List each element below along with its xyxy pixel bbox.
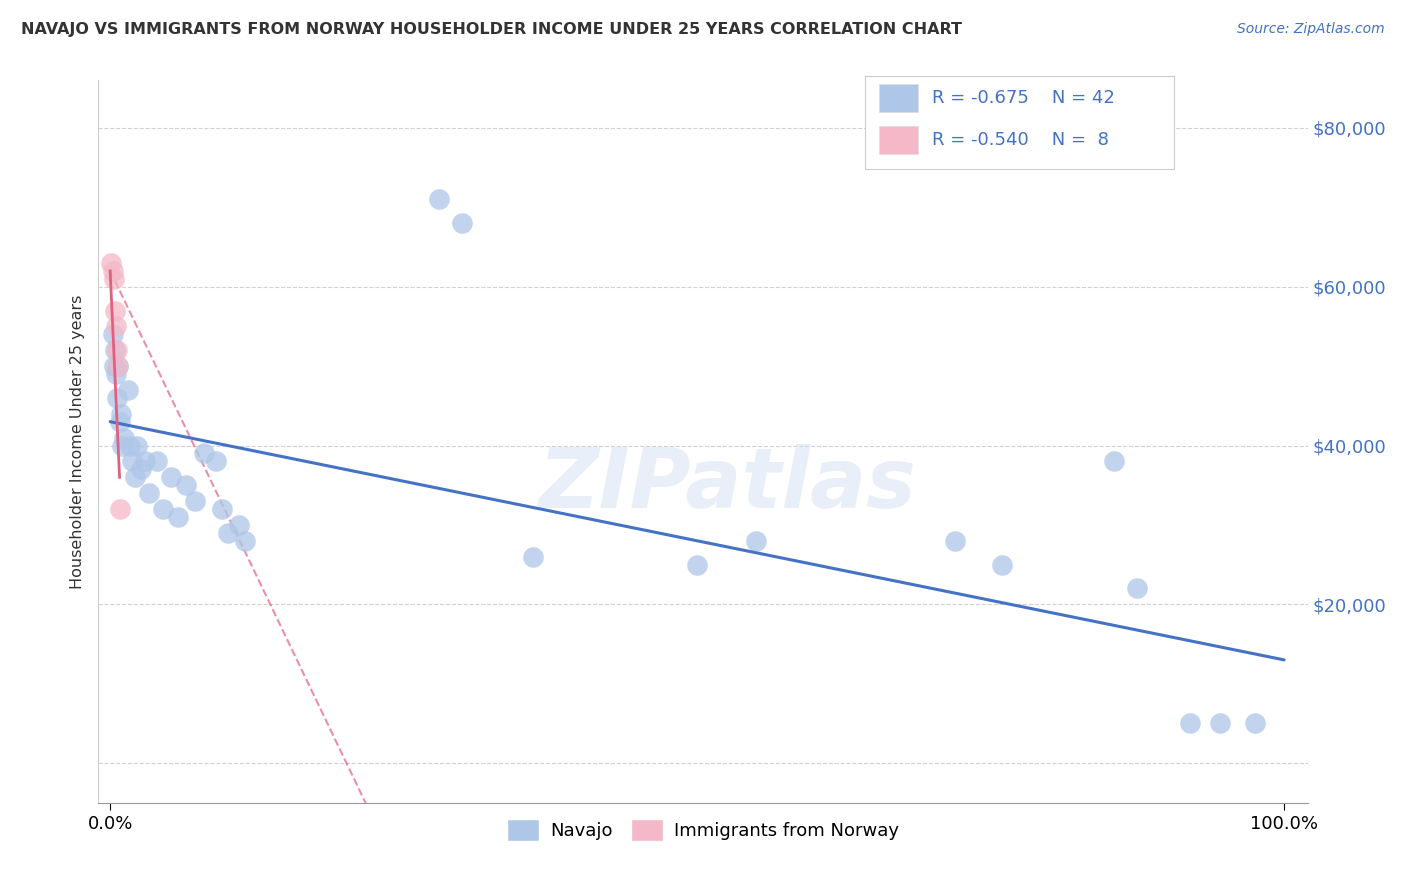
Point	[745, 533, 768, 548]
Point	[124, 470, 146, 484]
Point	[211, 502, 233, 516]
Point	[522, 549, 544, 564]
Point	[101, 264, 124, 278]
Point	[233, 533, 256, 548]
Point	[112, 431, 135, 445]
Point	[1208, 716, 1230, 731]
Point	[104, 343, 127, 358]
Point	[204, 454, 226, 468]
Point	[129, 462, 152, 476]
Point	[107, 359, 129, 373]
Point	[160, 470, 183, 484]
Point	[686, 558, 709, 572]
Text: R = -0.540    N =  8: R = -0.540 N = 8	[932, 131, 1109, 149]
Point	[105, 319, 128, 334]
Text: Source: ZipAtlas.com: Source: ZipAtlas.com	[1237, 22, 1385, 37]
Point	[110, 407, 132, 421]
Text: R = -0.675    N = 42: R = -0.675 N = 42	[932, 89, 1115, 107]
Point	[105, 343, 128, 358]
Point	[1126, 582, 1149, 596]
Point	[108, 502, 131, 516]
Point	[167, 510, 190, 524]
Point	[107, 359, 129, 373]
Point	[146, 454, 169, 468]
Point	[121, 454, 143, 468]
Point	[427, 193, 450, 207]
Point	[103, 272, 125, 286]
Point	[991, 558, 1014, 572]
Point	[183, 494, 205, 508]
Point	[451, 216, 474, 230]
Point	[945, 533, 967, 548]
Point	[108, 415, 131, 429]
Point	[120, 438, 142, 452]
Point	[176, 478, 198, 492]
Point	[111, 438, 134, 452]
Point	[101, 327, 124, 342]
Point	[1180, 716, 1202, 731]
Point	[100, 256, 122, 270]
Point	[103, 359, 125, 373]
Point	[105, 391, 128, 405]
Point	[104, 303, 127, 318]
Text: NAVAJO VS IMMIGRANTS FROM NORWAY HOUSEHOLDER INCOME UNDER 25 YEARS CORRELATION C: NAVAJO VS IMMIGRANTS FROM NORWAY HOUSEHO…	[21, 22, 962, 37]
Text: ZIPatlas: ZIPatlas	[538, 444, 917, 525]
Legend: Navajo, Immigrants from Norway: Navajo, Immigrants from Norway	[499, 812, 907, 848]
Point	[152, 502, 174, 516]
Point	[105, 367, 128, 381]
Y-axis label: Householder Income Under 25 years: Householder Income Under 25 years	[70, 294, 86, 589]
Point	[1102, 454, 1125, 468]
Point	[117, 383, 139, 397]
Point	[217, 525, 239, 540]
Point	[127, 438, 149, 452]
Point	[134, 454, 156, 468]
Point	[228, 517, 250, 532]
Point	[193, 446, 215, 460]
Point	[138, 486, 160, 500]
Point	[1243, 716, 1265, 731]
